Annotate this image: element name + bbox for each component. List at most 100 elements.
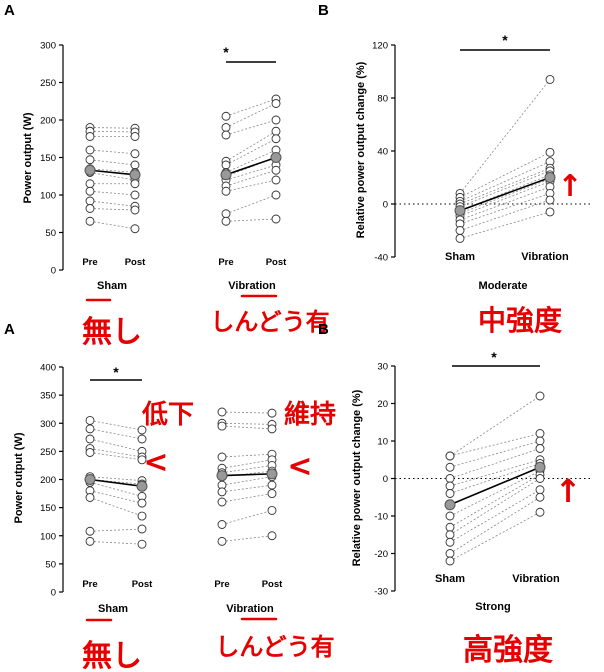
post-point <box>267 480 277 490</box>
vibration-point <box>535 444 545 453</box>
subject-line <box>89 428 143 440</box>
subject-line <box>225 218 277 222</box>
subject-line <box>89 528 143 532</box>
sham-point <box>445 462 455 472</box>
y-ticks: 0 50 100 150 200 250 300 <box>40 41 64 277</box>
data-marks: Pre Post Pre Post <box>82 407 283 590</box>
y-tick-label: 400 <box>40 363 56 374</box>
subject-line <box>225 194 277 215</box>
vibration-point <box>535 391 545 401</box>
post-point <box>130 132 140 141</box>
mean-point <box>534 461 546 473</box>
post-point <box>137 434 147 444</box>
mean-point <box>270 152 282 163</box>
subject-line <box>221 484 273 493</box>
y-tick-label: 20 <box>377 399 388 410</box>
subject-line <box>89 438 143 452</box>
sham-point <box>445 489 455 498</box>
sham-point <box>445 530 455 540</box>
pre-point <box>221 216 231 226</box>
mean-point <box>444 499 456 511</box>
subject-line <box>89 130 136 133</box>
y-tick-label: 150 <box>40 153 56 164</box>
y-tick-label: 200 <box>40 116 56 127</box>
pre-point <box>217 421 227 431</box>
subject-line <box>449 470 541 517</box>
sham-point <box>445 537 455 547</box>
mean-point <box>220 169 232 181</box>
y-tick-label: 350 <box>40 391 56 402</box>
subject-line <box>221 459 273 469</box>
mean-line <box>89 169 136 176</box>
subject-line <box>459 211 551 239</box>
data-marks <box>395 391 590 566</box>
annotation-vibration: しんどう有 <box>210 308 329 336</box>
y-tick-label: 150 <box>40 503 56 514</box>
arrow-annotation: ↑ <box>557 169 582 204</box>
group-label-sham: Sham <box>97 280 127 292</box>
subject-line <box>89 159 136 166</box>
post-point <box>271 126 281 136</box>
y-tick-label: -10 <box>374 512 388 523</box>
sham-point <box>455 226 465 235</box>
panel-a-bottom: A Power output (W) 0 50 100 150 200 250 300 350… <box>4 321 336 672</box>
mean-point <box>266 468 278 480</box>
y-tick-label: 30 <box>377 362 388 373</box>
subject-line <box>89 481 143 497</box>
y-tick-label: 100 <box>40 191 56 202</box>
y-ticks: -40 0 40 80 120 <box>372 41 396 264</box>
significance-star: * <box>223 44 229 60</box>
subject-line <box>225 130 277 162</box>
post-point <box>267 505 277 515</box>
group-label-vibration: Vibration <box>228 280 276 292</box>
subject-line <box>449 474 541 528</box>
mean-point <box>84 474 96 485</box>
subject-line <box>89 540 143 545</box>
subject-line <box>459 170 551 208</box>
pre-point <box>85 155 95 165</box>
post-point <box>130 149 140 159</box>
post-point <box>267 424 277 434</box>
vibration-point <box>535 507 545 517</box>
panel-b-top: B Relative power output change (%) -40 0 4… <box>318 2 590 337</box>
panel-a-top: A Power output (W) 0 50 100 150 200 250 300 Pr… <box>4 2 330 350</box>
panel-b-bottom: B Relative power output change (%) -30 -2… <box>318 321 590 668</box>
vibration-point <box>545 195 555 205</box>
mean-point <box>454 205 466 217</box>
subject-line <box>225 119 277 136</box>
post-point <box>271 190 281 200</box>
y-tick-label: 250 <box>40 78 56 89</box>
post-point <box>271 175 281 185</box>
significance-star: * <box>113 364 119 380</box>
post-label: Post <box>132 579 153 590</box>
mean-line <box>449 466 541 506</box>
y-tick-label: 40 <box>377 147 388 158</box>
post-point <box>271 165 281 175</box>
subject-line <box>225 179 277 192</box>
vibration-point <box>535 436 545 446</box>
subject-line <box>221 476 273 486</box>
y-axis-label: Power output (W) <box>22 112 34 203</box>
pre-label: Pre <box>218 257 233 268</box>
pre-point <box>85 132 95 141</box>
pre-point <box>221 160 231 170</box>
subject-line <box>89 452 143 461</box>
mean-line <box>225 156 277 176</box>
y-axis-label: Relative power output change (%) <box>351 389 363 566</box>
subject-line <box>459 167 551 205</box>
y-tick-label: 0 <box>383 474 388 485</box>
subject-line <box>449 489 541 543</box>
sham-point <box>445 522 455 532</box>
arrow-annotation: ↑ <box>555 472 582 510</box>
subject-line <box>449 511 541 562</box>
pre-point <box>85 186 95 196</box>
subject-line <box>449 433 541 457</box>
subject-line <box>89 127 136 129</box>
subject-line <box>221 411 273 414</box>
pre-point <box>85 196 95 206</box>
subject-line <box>221 510 273 525</box>
pre-point <box>217 497 227 507</box>
pre-point <box>217 536 227 546</box>
subject-line <box>449 440 541 468</box>
pre-point <box>221 123 231 132</box>
